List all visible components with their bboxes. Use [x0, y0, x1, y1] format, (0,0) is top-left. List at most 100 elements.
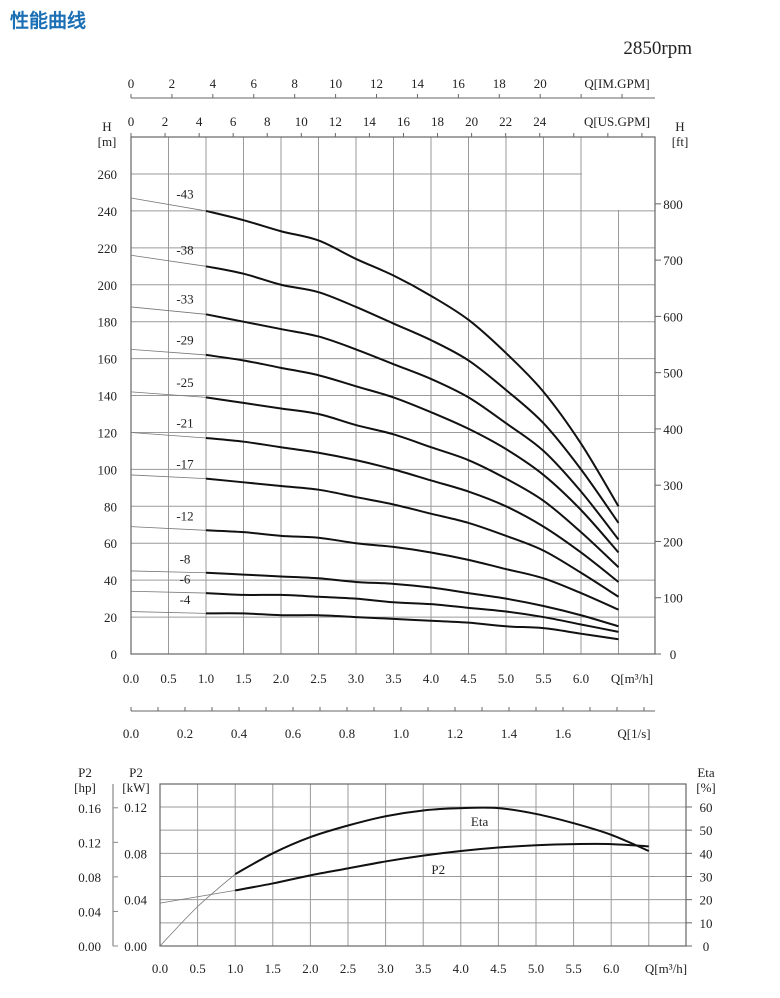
- curve-label: -29: [176, 333, 193, 348]
- ft-tick-label: 400: [663, 422, 683, 437]
- y-tick-label: 80: [104, 499, 117, 514]
- im-gpm-tick-label: 4: [210, 76, 217, 91]
- ft-tick-label: 200: [663, 534, 683, 549]
- x-tick-label: 1.0: [227, 961, 243, 976]
- curve-label: -17: [176, 457, 194, 472]
- ls-axis-label: Q[1/s]: [617, 726, 650, 741]
- x-tick-label: 5.0: [498, 671, 514, 686]
- curve-extension--12: [130, 526, 207, 531]
- x-tick-label: 0.0: [123, 671, 139, 686]
- curve-label: -6: [180, 572, 191, 587]
- p2-curve-label: P2: [431, 862, 445, 877]
- kw-tick-label: 0.04: [124, 893, 147, 908]
- curve-extension--25: [130, 391, 207, 398]
- curve-extension--21: [130, 432, 207, 439]
- hq-curve-21: [205, 437, 620, 583]
- hq-curve-6: [205, 592, 619, 633]
- ls-tick-label: 1.2: [447, 726, 463, 741]
- curve-label: -43: [176, 187, 193, 202]
- hq-curve-38: [205, 265, 620, 524]
- hq-curve-4: [205, 612, 619, 641]
- hp-tick-label: 0.16: [78, 801, 101, 816]
- eta-curve-extension: [159, 873, 236, 947]
- im-gpm-tick-label: 8: [291, 76, 298, 91]
- ls-tick-label: 0.2: [177, 726, 193, 741]
- eta-curve-label: Eta: [471, 814, 489, 829]
- y-tick-label: 40: [104, 573, 117, 588]
- curve-extension--4: [130, 611, 207, 614]
- eta-tick-label: 20: [700, 893, 713, 908]
- y-axis-label: H: [102, 119, 111, 134]
- plot-border: [130, 136, 656, 655]
- curve-extension--38: [130, 254, 207, 267]
- hp-tick-label: 0.04: [78, 904, 101, 919]
- y-tick-label: 180: [98, 315, 118, 330]
- im-gpm-tick-label: 18: [493, 76, 506, 91]
- hq-curve-33: [205, 313, 620, 541]
- im-gpm-tick-label: 20: [534, 76, 547, 91]
- ft-axis-unit: [ft]: [672, 134, 689, 149]
- hp-tick-label: 0.00: [78, 939, 101, 954]
- x-tick-label: 6.0: [573, 671, 589, 686]
- y-tick-label: 160: [98, 352, 118, 367]
- x-tick-label: 0.0: [152, 961, 168, 976]
- hq-curve-43: [205, 209, 620, 507]
- hq-curve-8: [205, 571, 619, 628]
- us-gpm-tick-label: 12: [329, 114, 342, 129]
- curve-extension--29: [130, 348, 207, 356]
- x-tick-label: 5.0: [528, 961, 544, 976]
- x-tick-label: 2.5: [340, 961, 356, 976]
- curve-label: -4: [180, 592, 191, 607]
- eta-tick-label: 50: [700, 823, 713, 838]
- ft-tick-label: 0: [670, 647, 677, 662]
- x-tick-label: 2.0: [302, 961, 318, 976]
- us-gpm-axis-label: Q[US.GPM]: [584, 114, 650, 129]
- eta-axis-unit: [%]: [696, 780, 716, 795]
- x-tick-label: 4.5: [460, 671, 476, 686]
- p2-curve: [235, 842, 649, 892]
- us-gpm-tick-label: 14: [363, 114, 377, 129]
- y-tick-label: 140: [98, 389, 118, 404]
- x-axis-label: Q[m³/h]: [645, 961, 687, 976]
- us-gpm-tick-label: 16: [397, 114, 411, 129]
- hq-curve-17: [205, 477, 620, 598]
- x-tick-label: 3.5: [415, 961, 431, 976]
- ls-tick-label: 0.6: [285, 726, 302, 741]
- curve-extension--17: [130, 474, 207, 480]
- im-gpm-tick-label: 12: [370, 76, 383, 91]
- eta-tick-label: 0: [703, 939, 710, 954]
- eta-tick-label: 40: [700, 846, 713, 861]
- y-tick-label: 20: [104, 610, 117, 625]
- eta-tick-label: 30: [700, 869, 713, 884]
- ft-tick-label: 600: [663, 309, 683, 324]
- im-gpm-tick-label: 10: [329, 76, 342, 91]
- x-tick-label: 6.0: [603, 961, 619, 976]
- im-gpm-axis-label: Q[IM.GPM]: [584, 76, 649, 91]
- hp-tick-label: 0.12: [78, 835, 101, 850]
- curve-label: -25: [176, 375, 193, 390]
- x-tick-label: 1.5: [265, 961, 281, 976]
- ls-tick-label: 0.8: [339, 726, 355, 741]
- y-tick-label: 200: [98, 278, 118, 293]
- kw-tick-label: 0.00: [124, 939, 147, 954]
- p2-curve-extension: [159, 890, 236, 904]
- curve-extension--6: [130, 590, 207, 594]
- ls-tick-label: 1.4: [501, 726, 518, 741]
- ft-axis-label: H: [675, 119, 684, 134]
- speed-label: 2850rpm: [623, 38, 692, 59]
- curve-label: -33: [176, 291, 193, 306]
- curve-label: -21: [176, 416, 193, 431]
- im-gpm-tick-label: 6: [251, 76, 258, 91]
- x-tick-label: 3.0: [348, 671, 364, 686]
- hp-axis-label: P2: [78, 765, 92, 780]
- ft-tick-label: 300: [663, 478, 683, 493]
- x-tick-label: 2.5: [310, 671, 326, 686]
- kw-axis-label: P2: [129, 765, 143, 780]
- ls-tick-label: 0.4: [231, 726, 248, 741]
- im-gpm-tick-label: 16: [452, 76, 466, 91]
- curve-label: -38: [176, 243, 193, 258]
- x-tick-label: 4.0: [423, 671, 439, 686]
- im-gpm-tick-label: 0: [128, 76, 135, 91]
- ft-tick-label: 500: [663, 366, 683, 381]
